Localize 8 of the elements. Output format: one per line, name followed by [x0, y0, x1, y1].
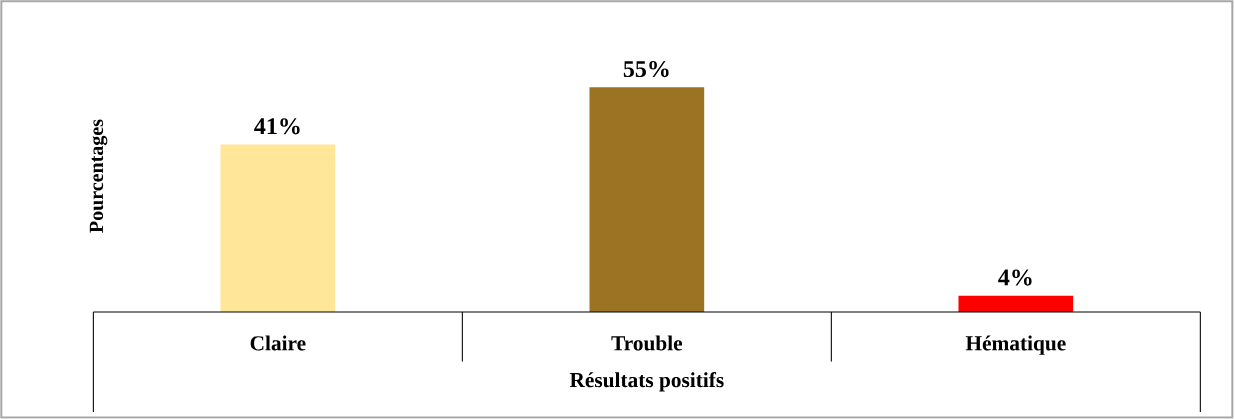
data-label: 41%	[254, 118, 300, 135]
y-axis-title: Pourcentages	[89, 119, 108, 233]
data-label: 55%	[623, 61, 669, 78]
x-tick-label: Trouble	[611, 335, 683, 351]
x-axis-title: Résultats positifs	[569, 372, 724, 392]
x-tick-label: Hématique	[965, 335, 1066, 355]
x-tick-label: Claire	[250, 335, 306, 351]
data-label: 4%	[998, 269, 1032, 286]
